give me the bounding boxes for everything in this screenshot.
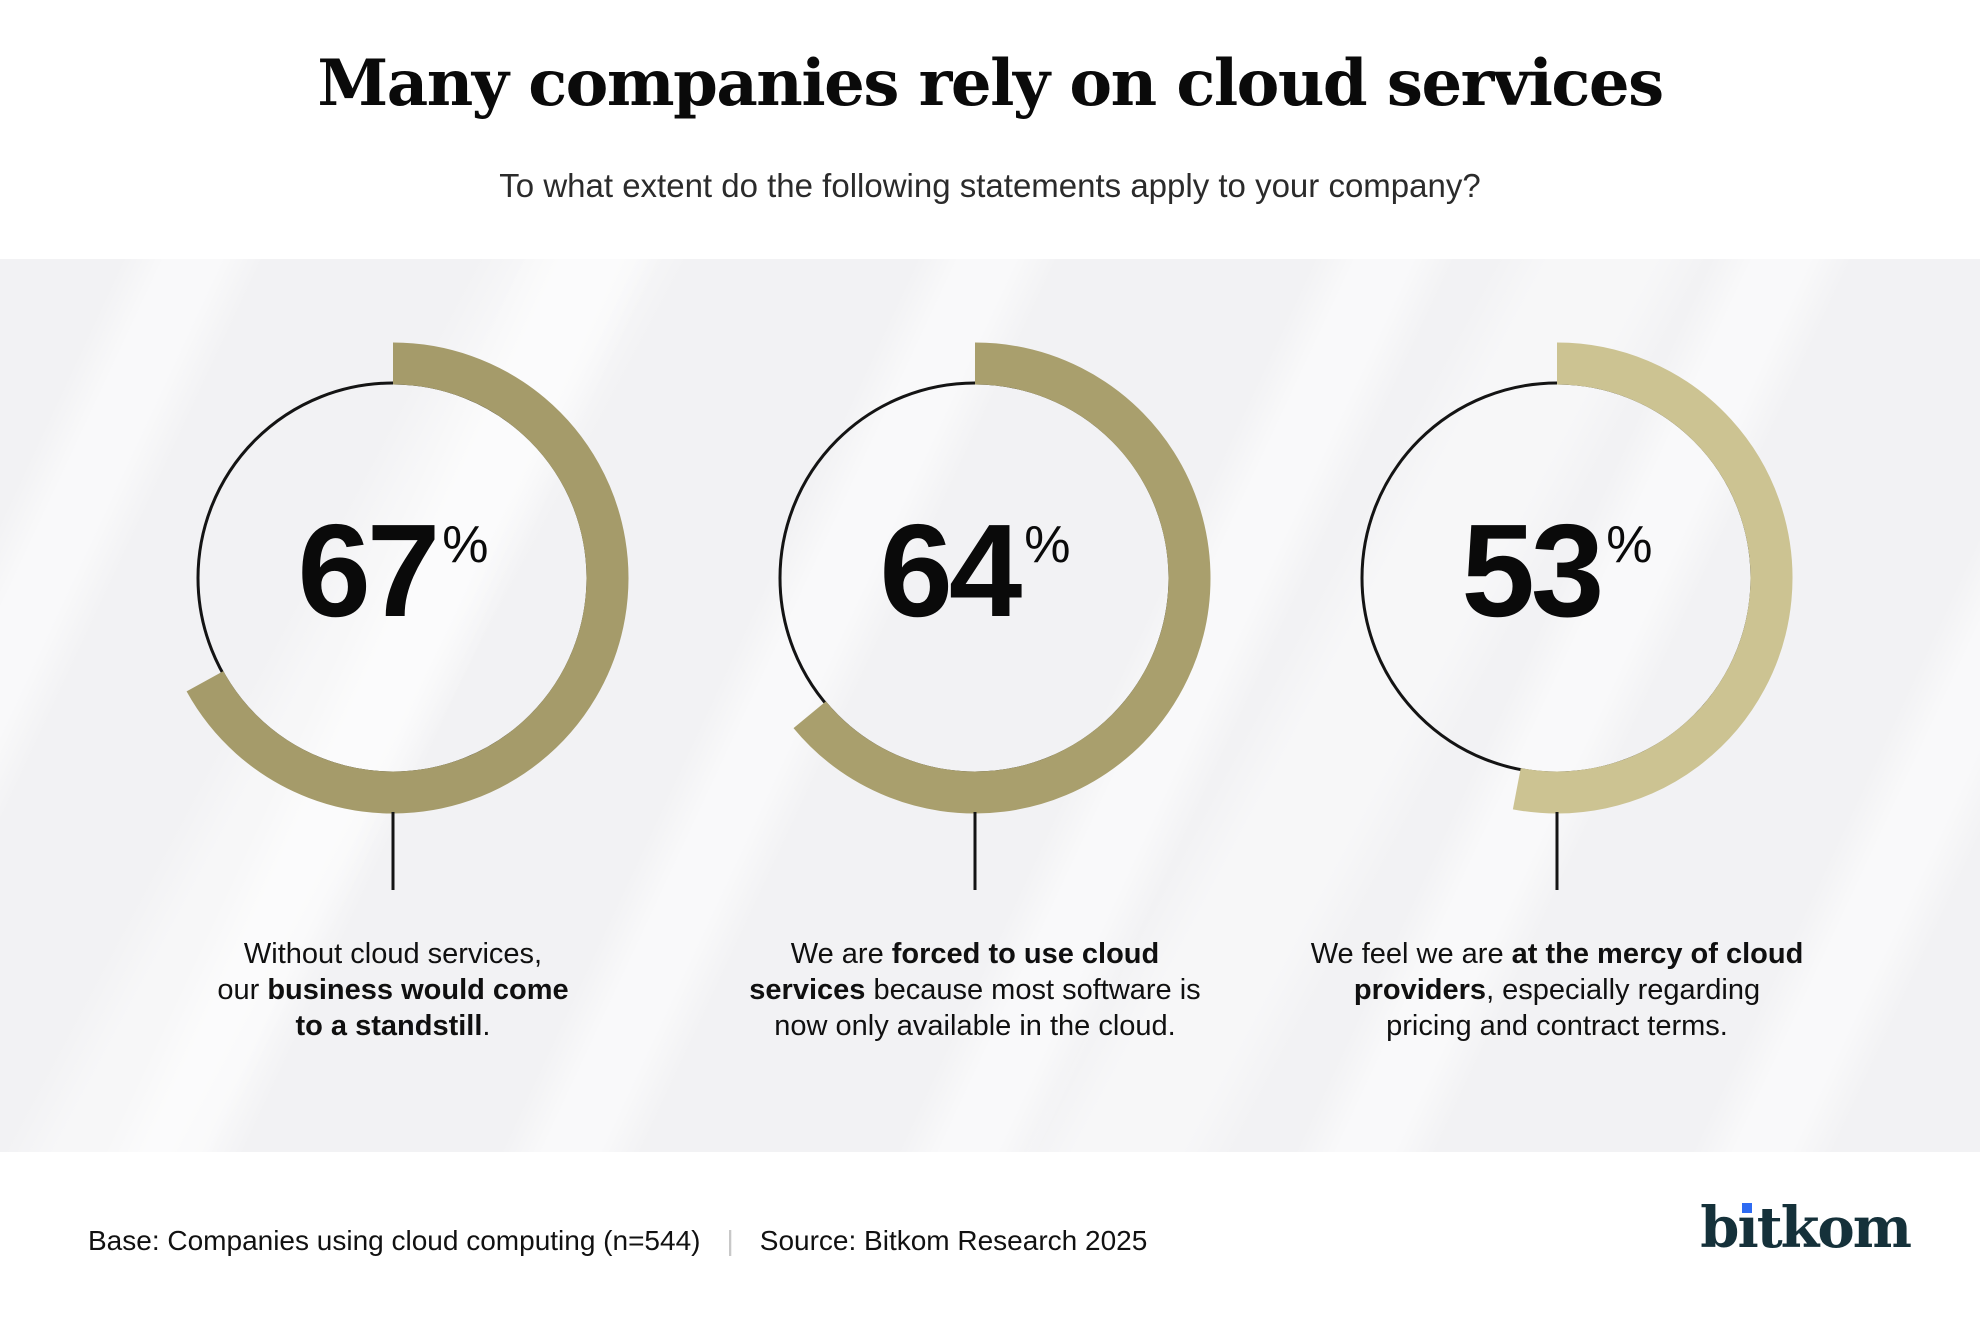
caption-text: .	[482, 1010, 491, 1042]
donut-value-arc	[186, 342, 629, 814]
donut-value: 53 %	[1297, 505, 1817, 637]
percent-sign: %	[442, 516, 489, 574]
donut-value-number: 67	[297, 497, 440, 644]
donut-value: 67 %	[133, 505, 653, 637]
percent-sign: %	[1606, 516, 1653, 574]
caption-bold-text: services	[749, 974, 866, 1006]
donut-svg	[186, 342, 629, 890]
caption-bold-text: forced to use cloud	[891, 938, 1160, 970]
caption-bold-text: at the mercy of cloud	[1511, 938, 1804, 970]
donut-value-number: 64	[879, 497, 1022, 644]
caption-bold-text: business would come	[267, 974, 569, 1006]
donut-caption: We feel we are at the mercy of cloud prov…	[1307, 936, 1807, 1044]
bitkom-logo: bı tkom	[1700, 1200, 1912, 1256]
page-subtitle: To what extent do the following statemen…	[499, 167, 1481, 204]
caption-text: because most software is	[865, 974, 1201, 1006]
footer-base-note: Base: Companies using cloud computing (n…	[88, 1225, 701, 1256]
donut-value-arc	[1512, 342, 1793, 814]
caption-text: We are	[790, 938, 892, 970]
logo-part-post: tkom	[1756, 1195, 1912, 1261]
donut-svg	[778, 342, 1211, 890]
donut-value: 64 %	[715, 505, 1235, 637]
donut-value-arc	[793, 342, 1211, 814]
donut-svg	[1360, 342, 1793, 890]
percent-sign: %	[1024, 516, 1071, 574]
donut-caption: Without cloud services, our business woul…	[143, 936, 643, 1044]
page-title: Many companies rely on cloud services	[317, 46, 1664, 121]
donut-value-number: 53	[1461, 497, 1604, 644]
logo-letter-i: ı	[1737, 1200, 1758, 1256]
caption-text: Without cloud services,	[243, 938, 543, 970]
caption-text: now only available in the cloud.	[774, 1010, 1176, 1042]
logo-part-pre: b	[1700, 1195, 1739, 1261]
caption-text: , especially regarding	[1486, 974, 1761, 1006]
donut-chart: 64 % We are forced to use cloud services …	[715, 278, 1235, 1068]
donut-chart: 53 % We feel we are at the mercy of clou…	[1297, 278, 1817, 1068]
footer: Base: Companies using cloud computing (n…	[88, 1224, 1147, 1258]
logo-i-dot	[1742, 1203, 1753, 1213]
logo-dotless-i: ı	[1737, 1195, 1758, 1261]
caption-bold-text: providers	[1353, 974, 1487, 1006]
caption-text: We feel we are	[1310, 938, 1512, 970]
caption-text: pricing and contract terms.	[1386, 1010, 1728, 1042]
footer-divider: |	[726, 1225, 734, 1256]
footer-source-note: Source: Bitkom Research 2025	[759, 1225, 1148, 1256]
donut-caption: We are forced to use cloud services becau…	[725, 936, 1225, 1044]
donut-chart: 67 % Without cloud services, our business…	[133, 278, 653, 1068]
caption-bold-text: to a standstill	[295, 1010, 483, 1042]
caption-text: our	[217, 974, 268, 1006]
